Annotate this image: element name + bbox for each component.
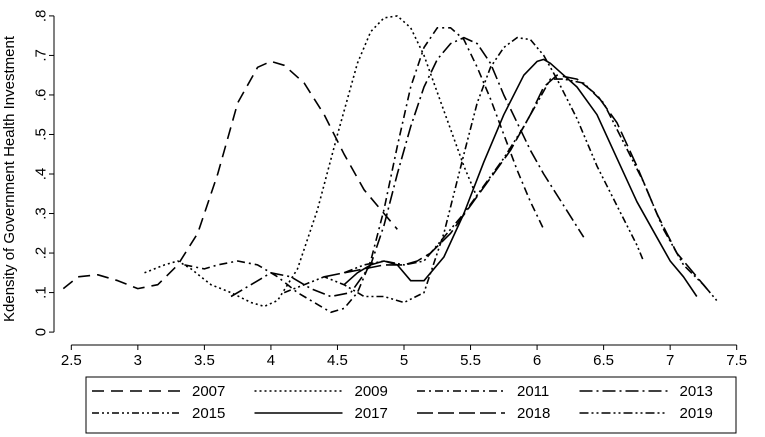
y-axis-label: Kdensity of Government Health Investment (1, 35, 18, 322)
x-tick-label: 5 (400, 352, 408, 369)
legend: 2007 2009 2011 2013 2015 2017 2018 2019 (85, 376, 737, 434)
series-line-2018 (324, 74, 711, 294)
series-line-2013 (230, 36, 585, 298)
y-axis: 0 .1 .2 .3 .4 .5 .6 .7 .8 (32, 10, 55, 336)
y-tick-label: .7 (32, 49, 49, 62)
legend-label-2007: 2007 (192, 383, 225, 400)
y-tick-label: .3 (32, 207, 49, 220)
legend-label-2009: 2009 (355, 383, 388, 400)
x-tick-label: 6.5 (593, 352, 614, 369)
series-line-2007 (62, 60, 398, 290)
series-line-2011 (184, 26, 545, 314)
legend-label-2013: 2013 (680, 383, 713, 400)
x-tick-label: 3.5 (194, 352, 215, 369)
x-tick-label: 7.5 (726, 352, 747, 369)
legend-label-2017: 2017 (355, 405, 388, 422)
legend-label-2015: 2015 (192, 405, 225, 422)
x-tick-label: 3 (134, 352, 142, 369)
x-tick-label: 5.5 (460, 352, 481, 369)
series-line-2009 (144, 15, 478, 308)
plot-area (62, 15, 718, 314)
x-axis: 2.5 3 3.5 4 4.5 5 5.5 6 6.5 7 7.5 (61, 344, 747, 369)
x-tick-label: 4 (267, 352, 275, 369)
y-tick-label: .8 (32, 10, 49, 23)
y-tick-label: .5 (32, 128, 49, 141)
y-tick-label: .6 (32, 89, 49, 102)
y-tick-label: .4 (32, 168, 49, 181)
legend-label-2019: 2019 (680, 405, 713, 422)
y-tick-label: .1 (32, 286, 49, 299)
x-tick-label: 4.5 (327, 352, 348, 369)
legend-label-2011: 2011 (517, 383, 549, 400)
x-tick-label: 6 (533, 352, 541, 369)
series-line-2015 (283, 36, 645, 304)
x-tick-label: 2.5 (61, 352, 82, 369)
series-line-2019 (343, 78, 718, 302)
legend-label-2018: 2018 (517, 405, 550, 422)
y-tick-label: 0 (32, 328, 49, 336)
legend-box (85, 376, 737, 434)
y-tick-label: .2 (32, 247, 49, 260)
x-tick-label: 7 (666, 352, 674, 369)
